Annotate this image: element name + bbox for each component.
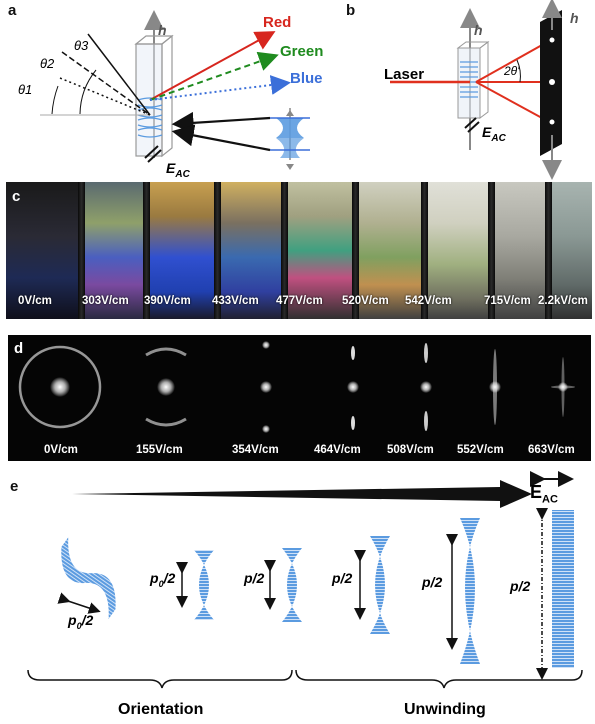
diffraction-patterns bbox=[18, 341, 575, 433]
panel-e-field-label: EAC bbox=[530, 482, 558, 506]
group-label-unwinding: Unwinding bbox=[404, 701, 486, 718]
panel-a-field-label: EAC bbox=[166, 160, 190, 180]
theta3-label: θ3 bbox=[74, 38, 89, 53]
red-label: Red bbox=[263, 14, 292, 31]
panel-a-diagram bbox=[40, 10, 310, 170]
helix-2 bbox=[176, 550, 214, 620]
green-ray bbox=[149, 51, 279, 101]
unwound-stack bbox=[552, 510, 574, 668]
pitch-label-2: p0/2 bbox=[150, 570, 176, 589]
pitch-label-1: p0/2 bbox=[68, 612, 94, 631]
helix-1 bbox=[61, 537, 116, 620]
brace-orientation bbox=[27, 669, 293, 689]
panel-d-label-0: 0V/cm bbox=[44, 444, 78, 456]
panel-d-label-5: 552V/cm bbox=[457, 444, 504, 456]
panel-d-label-6: 663V/cm bbox=[528, 444, 575, 456]
panel-label-a: a bbox=[8, 2, 17, 19]
panel-c-label-8: 2.2kV/cm bbox=[538, 295, 588, 307]
panel-c-label-4: 477V/cm bbox=[276, 295, 323, 307]
panel-c-label-6: 542V/cm bbox=[405, 295, 452, 307]
panel-c-label-1: 303V/cm bbox=[82, 295, 129, 307]
panel-b-diagram bbox=[390, 0, 562, 180]
panel-e-diagram bbox=[27, 471, 583, 689]
panel-d-label-3: 464V/cm bbox=[314, 444, 361, 456]
helix-small-a bbox=[270, 108, 310, 170]
panel-b-field-label: EAC bbox=[482, 124, 506, 144]
pitch-label-3: p/2 bbox=[244, 570, 265, 586]
red-ray bbox=[149, 31, 276, 101]
panel-c-label-7: 715V/cm bbox=[484, 295, 531, 307]
black-arrow-2 bbox=[171, 124, 271, 152]
blue-label: Blue bbox=[290, 70, 323, 87]
panel-d-label-4: 508V/cm bbox=[387, 444, 434, 456]
panel-label-b: b bbox=[346, 2, 356, 19]
theta1-line bbox=[59, 77, 151, 116]
pitch-label-4: p/2 bbox=[332, 570, 353, 586]
panel-d-diffraction-strip: 0V/cm 155V/cm 354V/cm 464V/cm 508V/cm 55… bbox=[8, 335, 591, 461]
helix-4 bbox=[354, 536, 390, 634]
panel-b-h-label: h bbox=[474, 22, 483, 38]
group-label-orientation: Orientation bbox=[118, 701, 204, 718]
panel-label-d: d bbox=[14, 340, 24, 357]
green-label: Green bbox=[280, 43, 324, 60]
lc-cell bbox=[134, 34, 174, 158]
panel-label-c: c bbox=[12, 188, 21, 205]
pitch-label-6: p/2 bbox=[510, 578, 531, 594]
helix-3 bbox=[264, 548, 302, 622]
theta1-label: θ1 bbox=[18, 82, 33, 97]
laser-label: Laser bbox=[384, 66, 425, 83]
panel-c-label-2: 390V/cm bbox=[144, 295, 191, 307]
panel-label-e: e bbox=[10, 478, 19, 495]
brace-unwinding bbox=[295, 669, 583, 689]
panel-c-photo-strip: 0V/cm 303V/cm 390V/cm 433V/cm 477V/cm 52… bbox=[6, 182, 592, 319]
panel-a-h-label: h bbox=[158, 22, 167, 38]
panel-b-h-label-screen: h bbox=[570, 10, 579, 26]
cell-helix-lines bbox=[137, 97, 163, 138]
panel-c-label-0: 0V/cm bbox=[18, 295, 52, 307]
angle-label: 2θ' bbox=[504, 64, 520, 78]
panel-c-label-3: 433V/cm bbox=[212, 295, 259, 307]
theta2-line bbox=[61, 51, 151, 116]
panel-d-label-1: 155V/cm bbox=[136, 444, 183, 456]
theta2-label: θ2 bbox=[40, 56, 55, 71]
helix-5 bbox=[446, 518, 480, 664]
panel-c-label-5: 520V/cm bbox=[342, 295, 389, 307]
panel-d-label-2: 354V/cm bbox=[232, 444, 279, 456]
progress-wedge bbox=[72, 487, 500, 501]
blue-ray bbox=[149, 75, 291, 101]
black-arrow-1 bbox=[171, 111, 271, 134]
theta3-line bbox=[87, 33, 151, 116]
pitch-label-5: p/2 bbox=[422, 574, 443, 590]
